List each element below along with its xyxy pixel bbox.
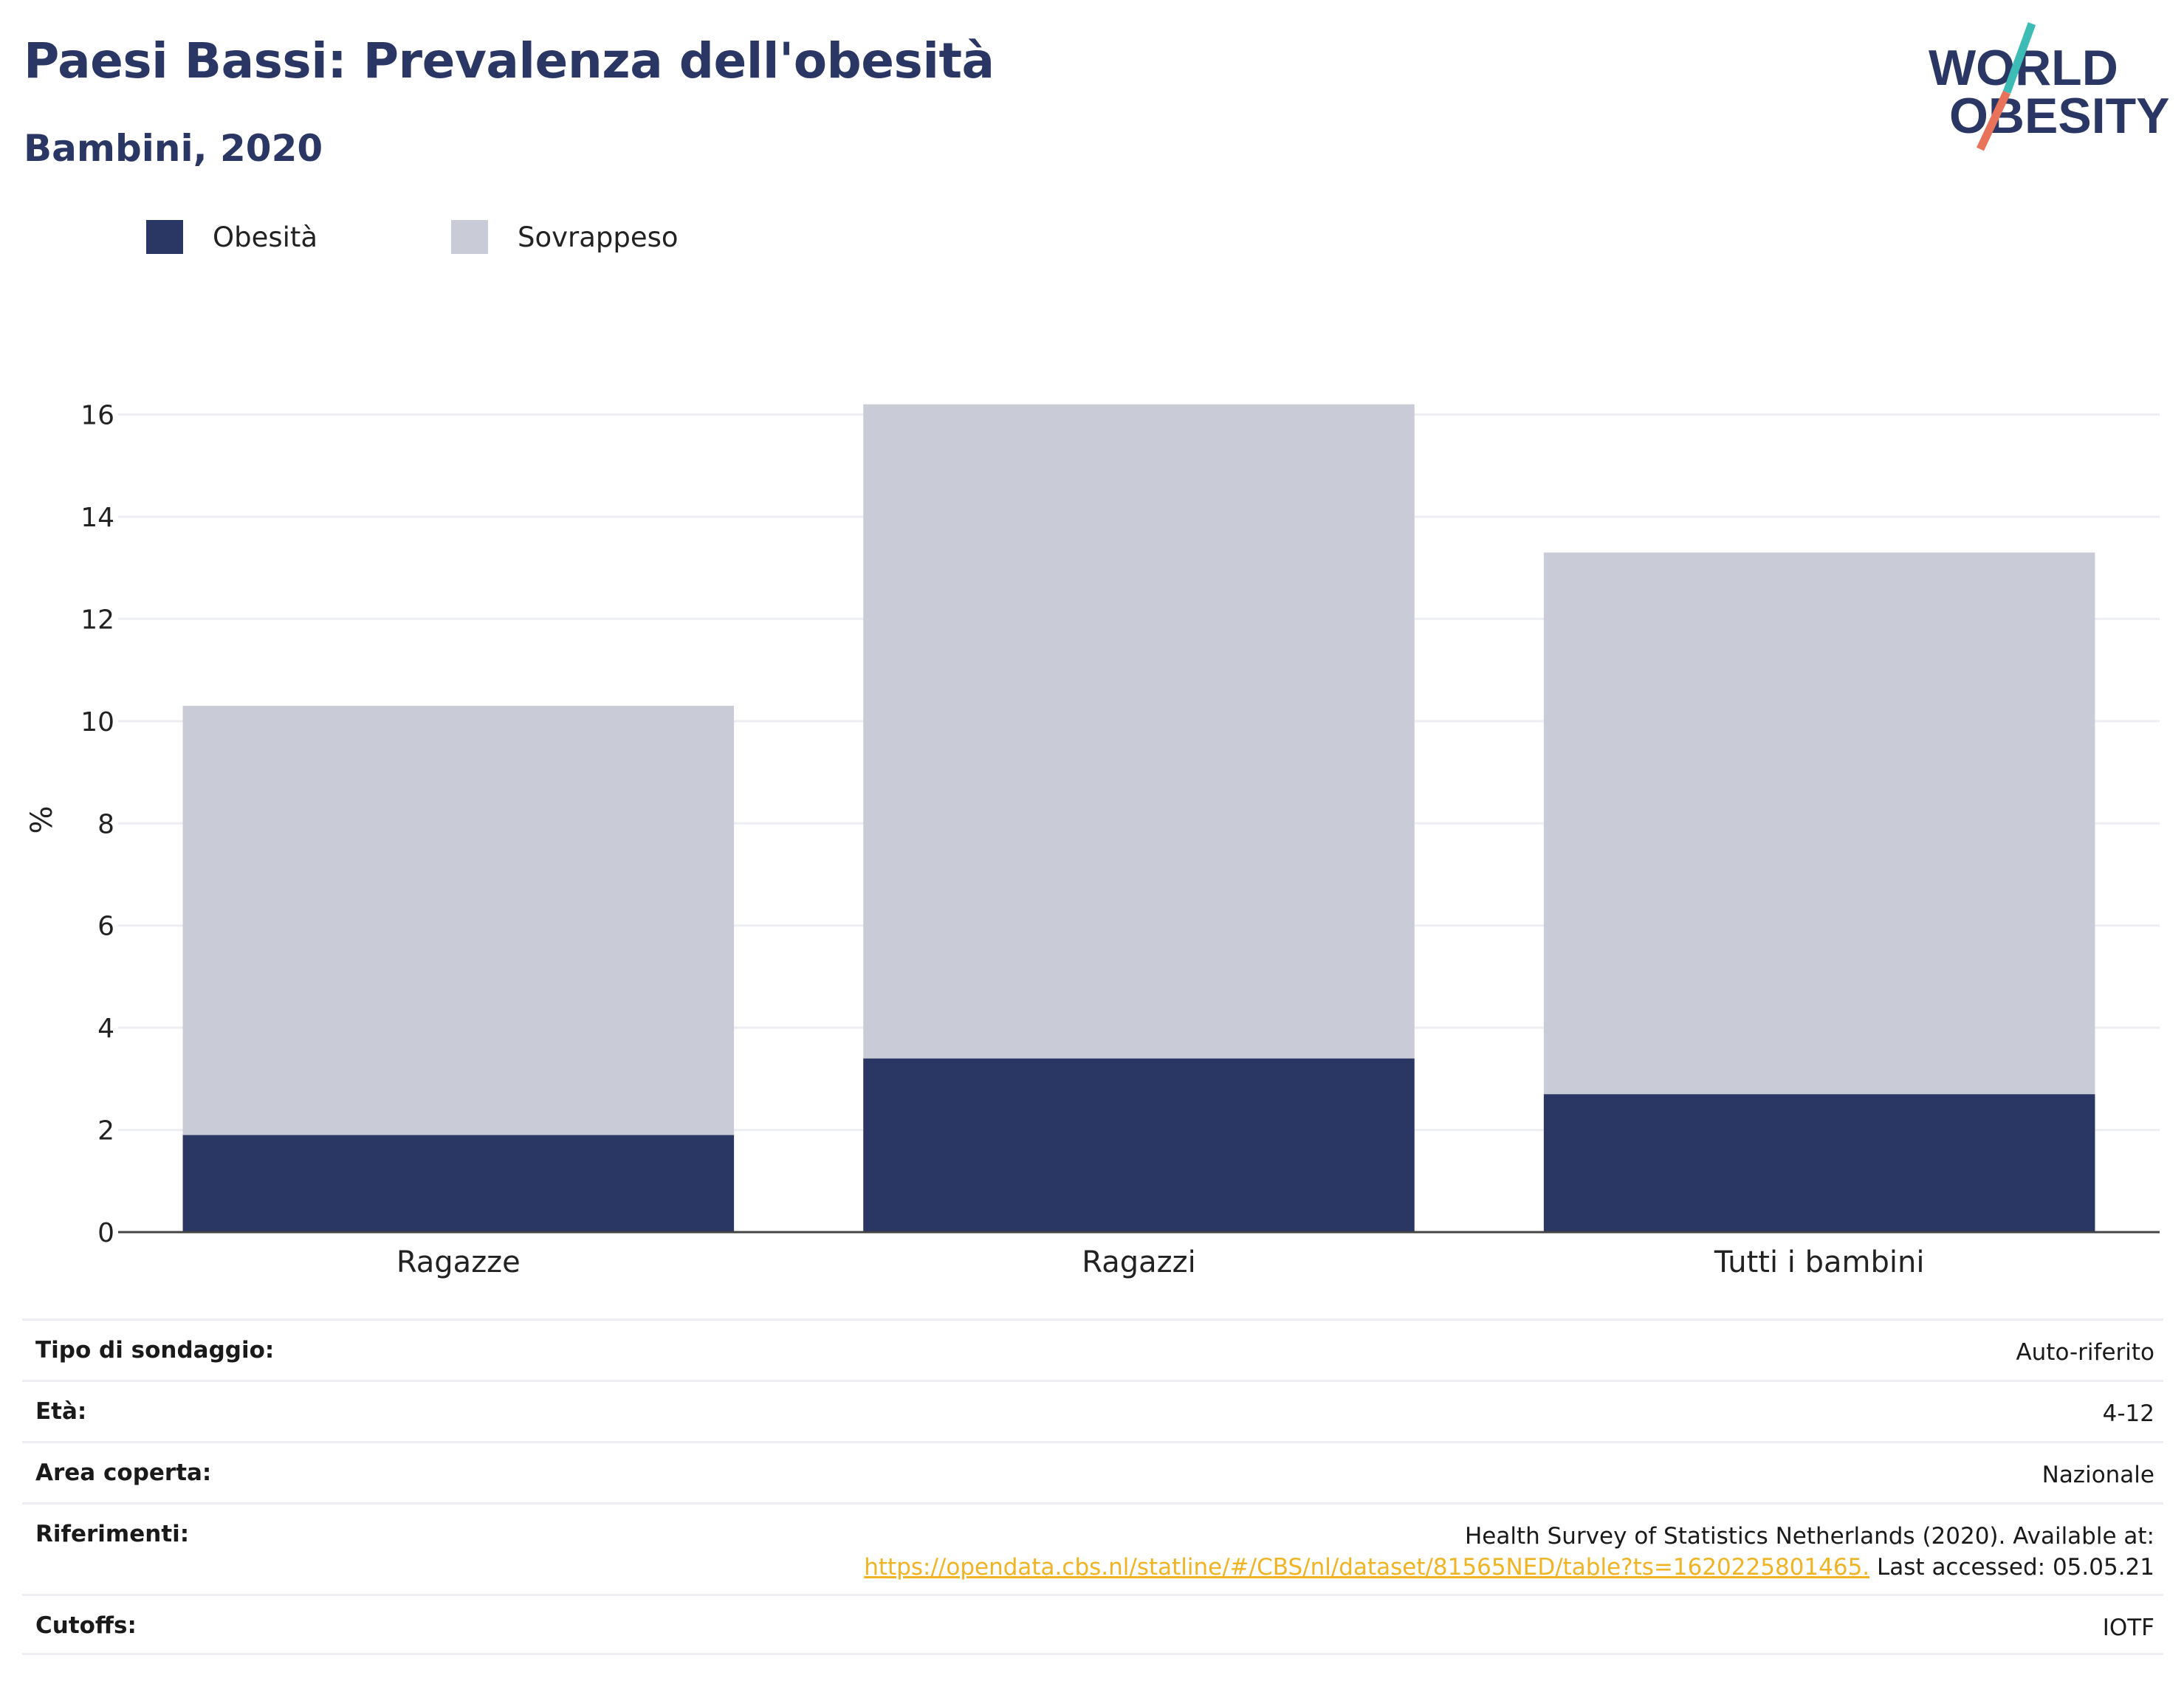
legend-swatch-obesita (146, 220, 183, 254)
info-row-cutoffs: Cutoffs: IOTF (22, 1594, 2163, 1655)
bar-sovrappeso-2 (1543, 552, 2095, 1095)
y-tick-label: 0 (97, 1218, 114, 1248)
reference-link[interactable]: https://opendata.cbs.nl/statline/#/CBS/n… (864, 1554, 1870, 1581)
info-row-area: Area coperta: Nazionale (22, 1441, 2163, 1502)
info-row-references: Riferimenti: Health Survey of Statistics… (22, 1502, 2163, 1594)
info-value-survey-type: Auto-riferito (2016, 1339, 2154, 1366)
reference-last-accessed: Last accessed: 05.05.21 (1869, 1554, 2154, 1581)
legend-label-obesita: Obesità (213, 221, 318, 253)
info-label-references: Riferimenti: (35, 1521, 190, 1547)
info-value-age: 4-12 (2102, 1400, 2154, 1427)
logo-slash-teal (2002, 22, 2036, 94)
info-value-area: Nazionale (2042, 1462, 2154, 1488)
y-tick-label: 8 (97, 809, 114, 839)
y-tick-label: 2 (97, 1116, 114, 1146)
logo-slash-coral (1977, 90, 2010, 151)
x-tick-label: Ragazze (396, 1245, 521, 1279)
world-obesity-logo: WORLD OBESITY (1929, 22, 2170, 151)
bar-obesita-1 (863, 1058, 1415, 1232)
info-label-cutoffs: Cutoffs: (35, 1612, 137, 1639)
info-label-age: Età: (35, 1398, 87, 1425)
y-tick-label: 12 (80, 605, 114, 635)
info-row-age: Età: 4-12 (22, 1380, 2163, 1441)
legend-swatch-sovrappeso (451, 220, 488, 254)
legend-label-sovrappeso: Sovrappeso (518, 221, 679, 253)
bar-sovrappeso-1 (863, 404, 1415, 1059)
bar-obesita-2 (1543, 1094, 2095, 1232)
bar-sovrappeso-0 (182, 706, 735, 1135)
info-label-survey-type: Tipo di sondaggio: (35, 1337, 275, 1364)
info-row-survey-type: Tipo di sondaggio: Auto-riferito (22, 1318, 2163, 1380)
y-axis-label: % (25, 805, 59, 833)
x-tick-label: Tutti i bambini (1714, 1245, 1925, 1279)
info-value-references: Health Survey of Statistics Netherlands … (864, 1521, 2154, 1583)
survey-info-table: Tipo di sondaggio: Auto-riferito Età: 4-… (22, 1318, 2163, 1655)
chart-subtitle: Bambini, 2020 (24, 127, 323, 170)
info-value-cutoffs: IOTF (2102, 1615, 2154, 1641)
info-label-area: Area coperta: (35, 1460, 212, 1486)
chart-title: Paesi Bassi: Prevalenza dell'obesità (24, 32, 995, 89)
x-tick-label: Ragazzi (1082, 1245, 1195, 1279)
y-tick-label: 14 (80, 503, 114, 533)
y-tick-label: 6 (97, 912, 114, 942)
bar-obesita-0 (182, 1135, 735, 1232)
y-tick-label: 4 (97, 1014, 114, 1044)
reference-text: Health Survey of Statistics Netherlands … (1464, 1523, 2154, 1550)
y-tick-label: 16 (80, 401, 114, 431)
bar-chart: 0 2 4 6 8 10 12 14 16% Ragazze Ragazzi Tutti i bamb… (25, 401, 2160, 1279)
y-tick-label: 10 (80, 707, 114, 738)
